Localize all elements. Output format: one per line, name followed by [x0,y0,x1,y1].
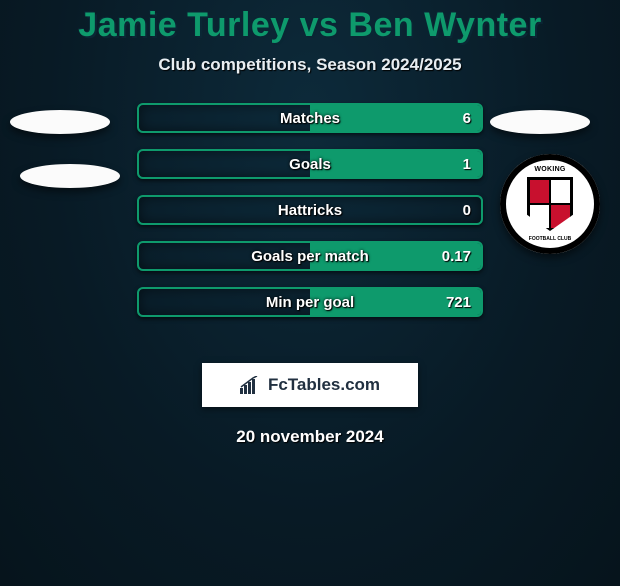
brand-chart-icon [240,376,262,394]
bar-value-right: 0 [463,197,471,223]
shield-q4 [550,204,571,229]
shield-q2 [550,179,571,204]
brand-box[interactable]: FcTables.com [202,363,418,407]
vs-text: vs [300,6,339,44]
player1-name: Jamie Turley [78,6,289,44]
bar-value-right: 1 [463,151,471,177]
player1-avatar-shape-1 [10,110,110,134]
stat-bars: Matches6 Goals1 Hattricks0 Goals per match0… [137,103,483,333]
player2-name: Ben Wynter [348,6,541,44]
player1-avatar-shape-2 [20,164,120,188]
comparison-stage: WOKING FOOTBALL CLUB Matches6 Goals1 Hattr… [0,103,620,363]
brand-text: FcTables.com [268,375,380,395]
shield-q1 [529,179,550,204]
bar-value-right: 0.17 [442,243,471,269]
crest-ring: WOKING FOOTBALL CLUB [500,154,600,254]
stat-bar-2: Hattricks0 [137,195,483,225]
crest-shield [527,177,573,231]
shield-q3 [529,204,550,229]
crest-top-text: WOKING [506,166,594,173]
player2-avatar-shape [490,110,590,134]
comparison-title: Jamie Turley vs Ben Wynter [0,6,620,45]
stat-bar-0: Matches6 [137,103,483,133]
snapshot-date: 20 november 2024 [0,427,620,447]
bar-value-right: 6 [463,105,471,131]
bar-fill-right [310,151,481,177]
bar-label: Hattricks [139,197,481,223]
stat-bar-4: Min per goal721 [137,287,483,317]
stat-bar-1: Goals1 [137,149,483,179]
stat-bar-3: Goals per match0.17 [137,241,483,271]
bar-fill-right [310,105,481,131]
subtitle: Club competitions, Season 2024/2025 [0,55,620,75]
crest-bottom-text: FOOTBALL CLUB [506,236,594,242]
bar-value-right: 721 [446,289,471,315]
player2-club-crest: WOKING FOOTBALL CLUB [500,154,600,254]
